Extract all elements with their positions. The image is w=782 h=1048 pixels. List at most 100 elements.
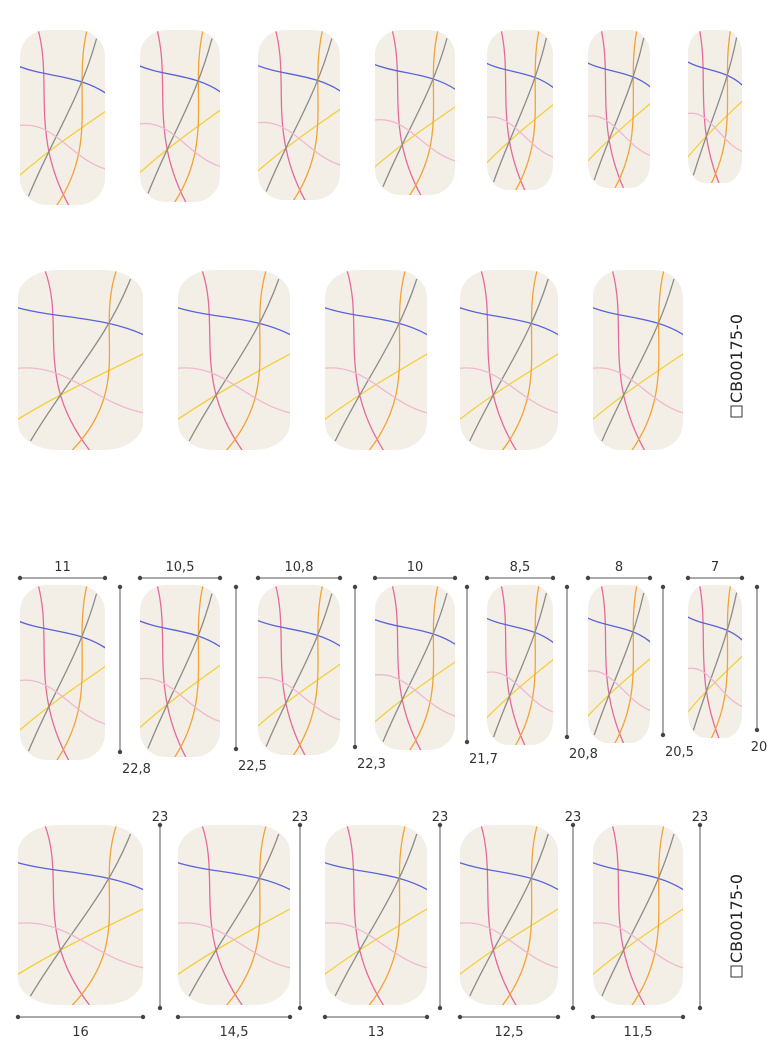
nail: [685, 26, 744, 187]
dimension-end: [137, 575, 143, 581]
code-icon: [730, 965, 743, 978]
height-label: 22,8: [122, 762, 151, 777]
dimension-end: [754, 727, 760, 733]
nail: [172, 821, 295, 1010]
dimension-end: [322, 1014, 328, 1020]
product-code-group: CB00175-0: [727, 314, 746, 418]
nail: [16, 26, 110, 210]
height-label: 20: [751, 740, 768, 755]
nail: [589, 821, 688, 1010]
dimension-end: [564, 584, 570, 590]
dimension-end: [570, 822, 576, 828]
code-icon: [730, 405, 743, 418]
dimension-end: [697, 822, 703, 828]
dimension-end: [464, 739, 470, 745]
width-label: 14,5: [220, 1025, 249, 1040]
dimension-end: [287, 1014, 293, 1020]
product-code: CB00175-0: [727, 314, 746, 403]
width-label: 7: [711, 560, 719, 575]
nail: [484, 581, 557, 749]
dimension-end: [233, 746, 239, 752]
dimension-end: [437, 1005, 443, 1011]
height-label: 22,3: [357, 757, 386, 772]
dimension-end: [564, 734, 570, 740]
dimension-end: [217, 575, 223, 581]
product-code: CB00175-0: [727, 874, 746, 963]
height-label: 23: [292, 810, 309, 825]
height-label: 21,7: [469, 752, 498, 767]
dimension-end: [424, 1014, 430, 1020]
height-label: 23: [692, 810, 709, 825]
dimension-end: [157, 822, 163, 828]
nail: [371, 26, 459, 199]
height-label: 23: [152, 810, 169, 825]
dimension-end: [372, 575, 378, 581]
height-label: 20,5: [665, 745, 694, 760]
width-label: 10,8: [285, 560, 314, 575]
dimension-end: [484, 575, 490, 581]
dimension-end: [585, 575, 591, 581]
width-label: 11,5: [624, 1025, 653, 1040]
dimension-end: [570, 1005, 576, 1011]
nail: [254, 581, 344, 760]
dimension-end: [647, 575, 653, 581]
dimension-end: [337, 575, 343, 581]
dimension-end: [140, 1014, 146, 1020]
nail: [12, 266, 150, 455]
dimension-end: [555, 1014, 561, 1020]
dimension-end: [117, 749, 123, 755]
nail: [320, 821, 432, 1010]
dimension-end: [550, 575, 556, 581]
nail: [12, 821, 150, 1010]
dimension-end: [15, 1014, 21, 1020]
dimension-end: [660, 584, 666, 590]
height-label: 22,5: [238, 759, 267, 774]
height-label: 23: [565, 810, 582, 825]
nail: [455, 266, 563, 455]
dimension-end: [590, 1014, 596, 1020]
dimension-end: [680, 1014, 686, 1020]
dimension-end: [297, 1005, 303, 1011]
nail: [585, 581, 653, 747]
product-code-group: CB00175-0: [727, 874, 746, 978]
width-label: 8: [615, 560, 623, 575]
width-label: 13: [368, 1025, 385, 1040]
height-label: 20,8: [569, 747, 598, 762]
width-label: 10: [407, 560, 424, 575]
dimension-end: [117, 584, 123, 590]
dimension-end: [754, 584, 760, 590]
nail: [585, 26, 653, 192]
nail: [484, 26, 557, 194]
nail: [371, 581, 459, 754]
width-label: 12,5: [495, 1025, 524, 1040]
nail: [254, 26, 344, 205]
dimension-end: [352, 744, 358, 750]
width-label: 11: [54, 560, 71, 575]
dimension-end: [464, 584, 470, 590]
nail: [320, 266, 432, 455]
dimension-end: [437, 822, 443, 828]
nail: [136, 581, 224, 762]
width-label: 8,5: [510, 560, 531, 575]
dimension-end: [457, 1014, 463, 1020]
dimension-end: [255, 575, 261, 581]
dimension-end: [233, 584, 239, 590]
height-label: 23: [432, 810, 449, 825]
dimension-end: [175, 1014, 181, 1020]
nail: [455, 821, 563, 1010]
nail: [589, 266, 688, 455]
dimension-end: [297, 822, 303, 828]
dimension-end: [685, 575, 691, 581]
dimension-end: [157, 1005, 163, 1011]
dimension-end: [102, 575, 108, 581]
width-label: 10,5: [166, 560, 195, 575]
dimension-end: [352, 584, 358, 590]
nail: [136, 26, 224, 207]
dimension-end: [739, 575, 745, 581]
nail: [16, 581, 110, 765]
dimension-end: [660, 732, 666, 738]
nail: [685, 581, 744, 742]
dimension-end: [452, 575, 458, 581]
nail: [172, 266, 295, 455]
width-label: 16: [72, 1025, 89, 1040]
